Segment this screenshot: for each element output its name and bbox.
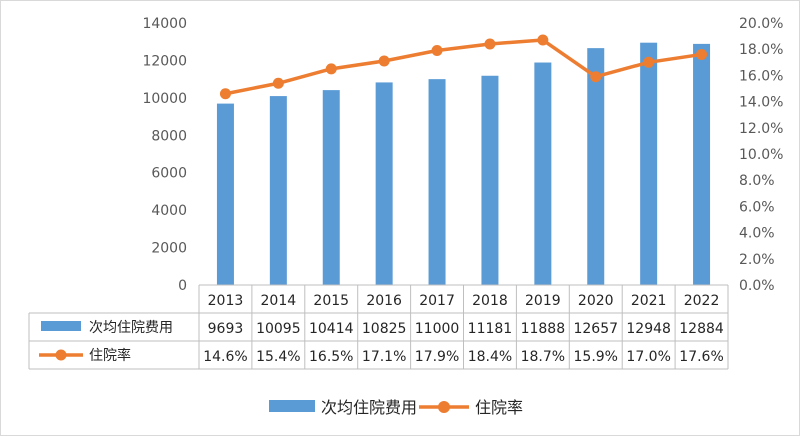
line-point-2022 (696, 48, 708, 60)
line-value-cell: 17.6% (679, 349, 723, 365)
bar-2022 (693, 43, 711, 285)
bar-value-cell: 11181 (468, 321, 513, 337)
bar-value-cell: 12657 (573, 321, 618, 337)
line-value-cell: 17.0% (626, 349, 670, 365)
legend-bar-label: 次均住院费用 (321, 398, 417, 417)
line-point-2016 (378, 55, 390, 67)
right-axis-tick-label: 16.0% (739, 68, 783, 84)
bar-value-cell: 9693 (208, 321, 244, 337)
right-axis-tick-label: 2.0% (739, 252, 775, 268)
category-label: 2021 (631, 293, 667, 309)
category-label: 2018 (472, 293, 508, 309)
right-axis-tick-label: 0.0% (739, 278, 775, 294)
table-bar-legend-key (41, 321, 81, 331)
left-axis-tick-label: 12000 (142, 53, 187, 69)
line-value-cell: 14.6% (203, 349, 247, 365)
bar-value-cell: 11888 (521, 321, 566, 337)
right-axis-tick-label: 18.0% (739, 42, 783, 58)
bar-2017 (428, 79, 446, 286)
left-axis-tick-label: 14000 (142, 16, 187, 32)
bar-value-cell: 10825 (362, 321, 407, 337)
legend-bar-swatch (269, 400, 315, 412)
line-value-cell: 17.1% (362, 349, 406, 365)
right-axis-tick-label: 14.0% (739, 95, 783, 111)
line-point-2019 (537, 34, 549, 46)
right-axis-tick-label: 4.0% (739, 226, 775, 242)
line-series-path (223, 38, 704, 96)
line-point-2015 (325, 63, 337, 75)
line-point-2017 (431, 45, 443, 57)
category-label: 2019 (525, 293, 561, 309)
bar-2013 (216, 103, 234, 285)
bar-2021 (640, 42, 658, 286)
bar-2015 (322, 90, 340, 285)
left-axis-tick-label: 6000 (151, 166, 187, 182)
bar-value-cell: 10414 (309, 321, 354, 337)
right-axis-tick-label: 20.0% (739, 16, 783, 32)
line-point-2013 (219, 88, 231, 100)
bar-2019 (534, 62, 552, 286)
left-axis-tick-label: 0 (178, 278, 187, 294)
category-label: 2013 (208, 293, 244, 309)
line-value-cell: 15.4% (256, 349, 300, 365)
line-point-2014 (272, 77, 284, 89)
right-axis-tick-label: 12.0% (739, 121, 783, 137)
bar-value-cell: 11000 (415, 321, 460, 337)
line-value-cell: 17.9% (415, 349, 459, 365)
category-label: 2020 (578, 293, 614, 309)
line-value-cell: 16.5% (309, 349, 353, 365)
line-point-2018 (484, 38, 496, 50)
line-value-cell: 15.9% (574, 349, 618, 365)
left-axis-tick-label: 4000 (151, 203, 187, 219)
bar-2016 (375, 82, 393, 286)
category-label: 2014 (261, 293, 297, 309)
bar-value-cell: 12948 (626, 321, 671, 337)
left-axis-tick-label: 10000 (142, 91, 187, 107)
table-row-header-bars: 次均住院费用 (89, 320, 173, 336)
legend-line-marker (438, 401, 450, 413)
line-point-2021 (643, 56, 655, 68)
right-axis-tick-label: 6.0% (739, 199, 775, 215)
line-value-cell: 18.4% (468, 349, 512, 365)
category-label: 2015 (313, 293, 349, 309)
right-axis-tick-label: 8.0% (739, 173, 775, 189)
table-row-header-line: 住院率 (89, 347, 131, 364)
bar-2020 (587, 48, 605, 285)
table-line-legend-marker (55, 349, 67, 361)
category-label: 2022 (684, 293, 720, 309)
category-label: 2016 (366, 293, 402, 309)
bar-2018 (481, 75, 499, 285)
left-axis-tick-label: 8000 (151, 128, 187, 144)
left-axis-tick-label: 2000 (151, 241, 187, 257)
category-label: 2017 (419, 293, 455, 309)
line-point-2020 (590, 71, 602, 83)
bar-value-cell: 12884 (679, 321, 724, 337)
line-value-cell: 18.7% (521, 349, 565, 365)
bar-value-cell: 10095 (256, 321, 301, 337)
right-axis-tick-label: 10.0% (739, 147, 783, 163)
legend-line-label: 住院率 (475, 398, 523, 417)
bar-2014 (269, 96, 287, 285)
